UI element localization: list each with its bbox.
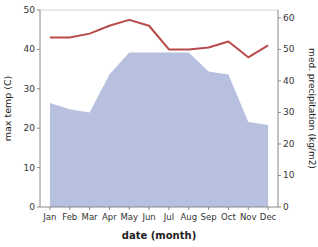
- x-tick-label: Jul: [163, 212, 174, 222]
- y2-tick-label: 40: [283, 76, 295, 86]
- y-tick: [37, 207, 40, 208]
- y2-tick: [278, 175, 281, 176]
- y-tick-label: 0: [29, 202, 35, 212]
- x-tick: [208, 207, 209, 210]
- temp-line: [50, 20, 268, 57]
- y2-tick-label: 30: [283, 107, 295, 117]
- y2-axis-line: [278, 10, 279, 207]
- chart-svg: 010203040500102030405060JanFebMarAprMayJ…: [0, 0, 318, 247]
- y2-tick: [278, 207, 281, 208]
- y-axis-line: [40, 10, 41, 207]
- y-tick-label: 20: [24, 123, 36, 133]
- y-tick: [37, 128, 40, 129]
- y-tick: [37, 10, 40, 11]
- x-tick: [188, 207, 189, 210]
- x-axis-label: date (month): [122, 230, 196, 241]
- x-tick-label: Oct: [221, 212, 236, 222]
- y2-tick: [278, 143, 281, 144]
- y2-tick-label: 60: [283, 13, 295, 23]
- x-tick-label: May: [120, 212, 138, 222]
- x-tick: [69, 207, 70, 210]
- top-frame: [40, 10, 278, 11]
- x-tick: [89, 207, 90, 210]
- y-tick-label: 30: [24, 84, 36, 94]
- y-tick: [37, 49, 40, 50]
- y2-tick: [278, 80, 281, 81]
- x-tick: [109, 207, 110, 210]
- y2-tick: [278, 112, 281, 113]
- y-axis-label: max temp (C): [2, 76, 13, 142]
- x-tick-label: Dec: [260, 212, 277, 222]
- x-tick: [129, 207, 130, 210]
- y2-tick-label: 10: [283, 170, 295, 180]
- y2-tick-label: 0: [283, 202, 289, 212]
- x-tick-label: Mar: [82, 212, 99, 222]
- x-tick: [149, 207, 150, 210]
- x-tick-label: Jun: [141, 212, 155, 222]
- x-tick-label: Feb: [62, 212, 77, 222]
- x-tick-label: Nov: [240, 212, 257, 222]
- y2-tick-label: 20: [283, 139, 295, 149]
- x-axis-line: [40, 207, 278, 208]
- y-tick-label: 10: [24, 163, 36, 173]
- y2-tick-label: 50: [283, 44, 295, 54]
- x-tick-label: Jan: [42, 212, 56, 222]
- x-tick-label: Apr: [102, 212, 117, 222]
- x-tick: [248, 207, 249, 210]
- y-tick-label: 50: [24, 5, 36, 15]
- y-tick: [37, 88, 40, 89]
- x-tick: [49, 207, 50, 210]
- precip-area: [50, 53, 268, 207]
- chart-container: 010203040500102030405060JanFebMarAprMayJ…: [0, 0, 318, 247]
- y2-axis-label: med. precipitation (kg/m2): [307, 48, 317, 169]
- x-tick-label: Aug: [180, 212, 197, 222]
- y2-tick: [278, 17, 281, 18]
- y2-tick: [278, 49, 281, 50]
- plot-area: [50, 20, 268, 207]
- x-tick-label: Sep: [201, 212, 217, 222]
- x-tick: [228, 207, 229, 210]
- y-tick-label: 40: [24, 44, 36, 54]
- x-tick: [268, 207, 269, 210]
- x-tick: [168, 207, 169, 210]
- y-tick: [37, 167, 40, 168]
